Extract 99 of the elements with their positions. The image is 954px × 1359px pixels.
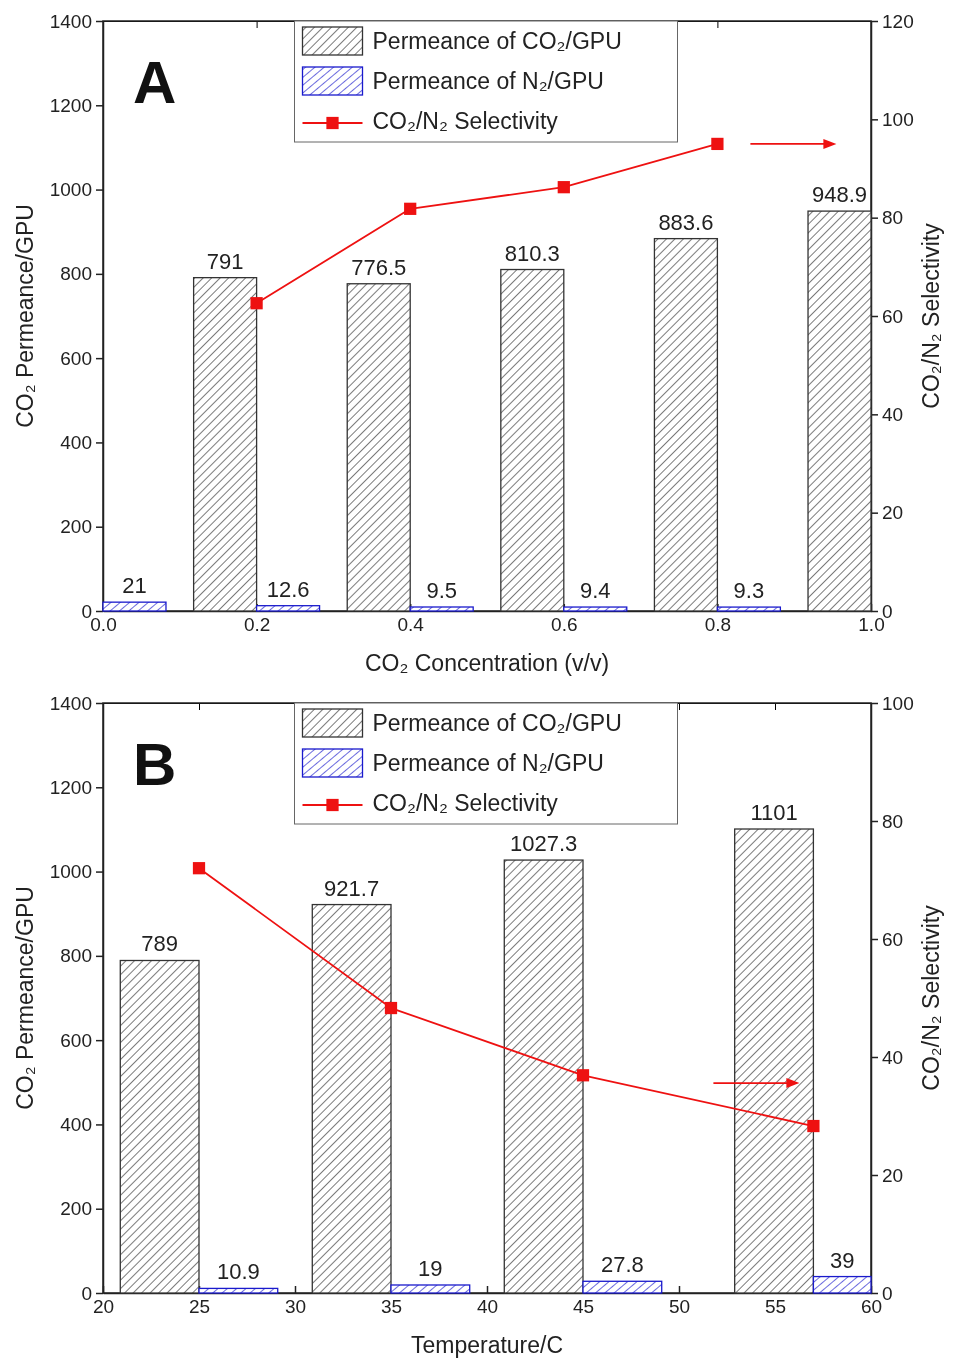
bar <box>716 606 782 612</box>
data-label: 883.6 <box>658 209 714 235</box>
point <box>192 862 206 875</box>
y2-axis-title: CO₂/N₂ Selectivity <box>918 222 944 409</box>
y-tick-label: 1200 <box>49 776 92 798</box>
data-label: 27.8 <box>600 1252 644 1278</box>
y-tick-label: 1000 <box>49 179 92 201</box>
point <box>404 202 417 215</box>
bar <box>807 210 872 612</box>
x-tick-label: 55 <box>764 1295 787 1317</box>
data-label: 21 <box>122 573 147 599</box>
bar <box>390 1284 471 1294</box>
legend-label: Permeance of CO₂/GPU <box>372 710 622 736</box>
data-label: 1027.3 <box>509 831 578 857</box>
y-tick-label: 1400 <box>49 692 92 714</box>
y-tick-label: 800 <box>60 263 92 285</box>
data-label: 791 <box>206 248 244 274</box>
bar <box>500 268 565 612</box>
y-tick-label: 600 <box>60 1029 92 1051</box>
y2-tick-label: 0 <box>882 1282 893 1304</box>
y-tick-label: 1400 <box>49 10 92 32</box>
x-tick-label: 0.2 <box>243 613 271 635</box>
y-axis-title: CO₂ Permeance/GPU <box>12 204 38 428</box>
y2-tick-label: 100 <box>882 692 914 714</box>
point <box>384 1001 398 1015</box>
data-label: 9.3 <box>733 578 765 604</box>
point <box>250 297 263 310</box>
legend-label: Permeance of CO₂/GPU <box>372 28 622 54</box>
x-tick-label: 60 <box>860 1295 883 1317</box>
y2-tick-label: 120 <box>882 10 914 32</box>
legend-label: Permeance of N₂/GPU <box>372 750 604 776</box>
bar <box>409 606 474 612</box>
data-label: 921.7 <box>324 875 380 901</box>
legend-label: CO₂/N₂ Selectivity <box>372 790 559 816</box>
annotation: B <box>133 731 177 798</box>
y-tick-label: 400 <box>60 432 92 454</box>
data-label: 948.9 <box>811 182 868 208</box>
point <box>711 137 724 151</box>
bar <box>582 1280 663 1294</box>
data-label: 1101 <box>750 800 798 826</box>
bar <box>311 903 392 1294</box>
y2-tick-label: 20 <box>882 1164 904 1186</box>
y2-tick-label: 40 <box>882 403 904 425</box>
bar <box>346 283 411 612</box>
data-label: 19 <box>418 1255 443 1281</box>
y2-tick-label: 20 <box>882 502 904 524</box>
y2-tick-label: 60 <box>882 305 904 327</box>
x-tick-label: 40 <box>476 1295 499 1317</box>
bar <box>734 828 815 1294</box>
y-tick-label: 0 <box>81 1282 92 1304</box>
bar <box>255 605 321 612</box>
y-tick-label: 800 <box>60 945 92 967</box>
bar <box>102 601 167 612</box>
data-label: 9.5 <box>426 578 457 603</box>
point <box>807 1119 820 1133</box>
y2-tick-label: 40 <box>882 1046 904 1068</box>
point <box>576 1069 590 1082</box>
x-tick-label: 50 <box>668 1295 691 1317</box>
data-label: 12.6 <box>266 576 310 602</box>
y-tick-label: 200 <box>60 1198 92 1220</box>
y2-axis-title: CO₂/N₂ Selectivity <box>918 904 944 1091</box>
data-label: 39 <box>829 1247 855 1273</box>
y2-tick-label: 80 <box>882 207 904 229</box>
bar <box>119 959 200 1294</box>
legend-label: CO₂/N₂ Selectivity <box>372 108 559 134</box>
y-tick-label: 1200 <box>49 94 92 116</box>
data-label: 810.3 <box>504 240 560 266</box>
x-tick-label: 0.4 <box>397 613 425 635</box>
y-axis-title: CO₂ Permeance/GPU <box>12 886 38 1110</box>
point <box>557 181 570 194</box>
data-label: 10.9 <box>216 1259 260 1285</box>
legend-label: Permeance of N₂/GPU <box>372 68 604 94</box>
x-tick-label: 0.8 <box>704 613 732 635</box>
y-tick-label: 600 <box>60 347 92 369</box>
x-tick-label: 45 <box>572 1295 595 1317</box>
bar <box>653 237 719 612</box>
data-label: 789 <box>141 931 178 957</box>
y-tick-label: 0 <box>81 600 92 622</box>
bar <box>198 1287 279 1294</box>
data-label: 776.5 <box>351 254 407 280</box>
x-axis-title: CO₂ Concentration (v/v) <box>364 650 610 676</box>
bar <box>563 606 628 612</box>
y2-tick-label: 60 <box>882 928 904 950</box>
data-label: 9.4 <box>579 578 611 604</box>
x-tick-label: 0.6 <box>551 613 578 635</box>
bar <box>503 859 584 1294</box>
x-tick-label: 20 <box>92 1295 115 1317</box>
x-tick-label: 30 <box>284 1295 307 1317</box>
x-axis-title: Temperature/C <box>410 1332 564 1358</box>
y2-tick-label: 100 <box>882 108 914 130</box>
x-tick-label: 25 <box>188 1295 211 1317</box>
y-tick-label: 1000 <box>49 861 92 883</box>
y2-tick-label: 80 <box>882 810 904 832</box>
y-tick-label: 200 <box>60 516 92 538</box>
bar <box>192 277 258 612</box>
x-tick-label: 35 <box>380 1295 403 1317</box>
annotation: A <box>133 49 177 116</box>
y-tick-label: 400 <box>60 1114 92 1136</box>
x-tick-label: 0.0 <box>90 613 117 635</box>
